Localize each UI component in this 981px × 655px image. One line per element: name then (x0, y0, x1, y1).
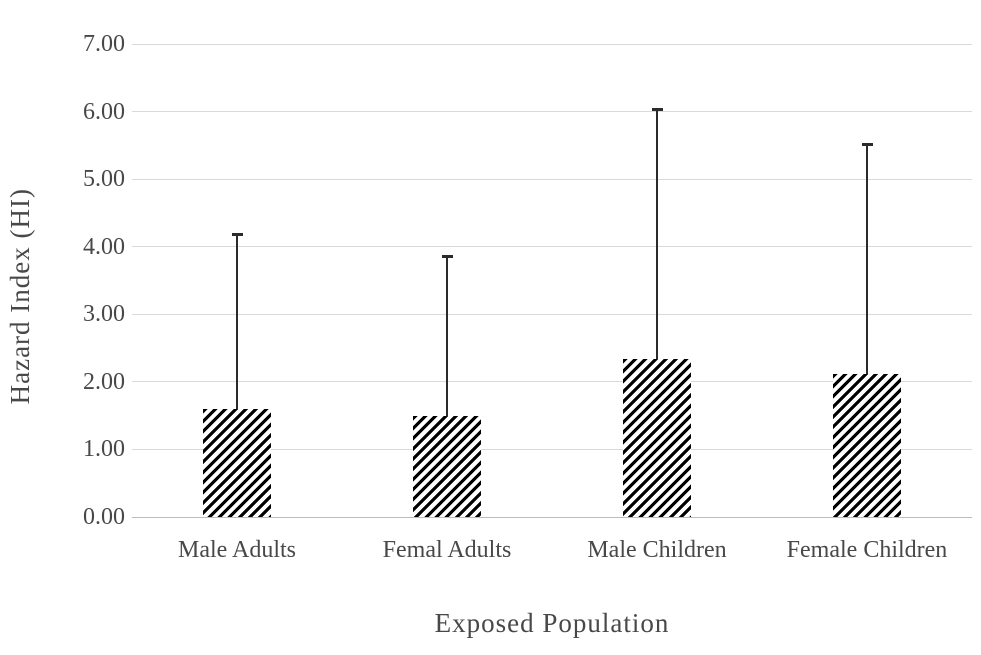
y-tick-label: 3.00 (83, 301, 125, 328)
y-tick-label: 7.00 (83, 31, 125, 57)
error-bar-cap-male-children (651, 108, 663, 112)
gridline (132, 313, 972, 315)
bar-male-adults (203, 408, 271, 517)
x-category-label-femal-adults: Femal Adults (382, 537, 512, 563)
gridline (132, 381, 972, 383)
gridline (132, 43, 972, 45)
error-bar-male-children (656, 109, 658, 359)
x-category-label-male-adults: Male Adults (178, 537, 296, 563)
error-bar-cap-female-children (861, 142, 873, 146)
y-tick-label: 0.00 (83, 504, 125, 530)
y-axis-title-text: Hazard Index (HI) (4, 188, 35, 405)
y-tick-label: 6.00 (83, 98, 125, 125)
error-bar-femal-adults (446, 256, 448, 417)
gridline (132, 111, 972, 113)
x-axis-line (132, 516, 972, 518)
error-bar-female-children (866, 144, 868, 374)
bar-female-children (833, 373, 901, 517)
x-category-label-male-children: Male Children (587, 537, 727, 563)
bar-femal-adults (413, 416, 481, 517)
x-axis-title: Exposed Population (434, 608, 670, 638)
y-tick-label: 1.00 (83, 436, 125, 463)
error-bar-cap-male-adults (231, 233, 243, 237)
y-tick-label: 5.00 (83, 166, 125, 193)
gridline (132, 178, 972, 180)
y-tick-label: 4.00 (83, 233, 125, 260)
y-axis-title: Hazard Index (HI) (0, 60, 40, 533)
bar-male-children (623, 358, 691, 517)
plot-area (132, 43, 972, 518)
error-bar-cap-femal-adults (441, 255, 453, 259)
y-tick-label: 2.00 (83, 368, 125, 395)
error-bar-male-adults (236, 234, 238, 409)
x-category-label-female-children: Female Children (786, 537, 948, 563)
gridline (132, 448, 972, 450)
gridline (132, 246, 972, 248)
